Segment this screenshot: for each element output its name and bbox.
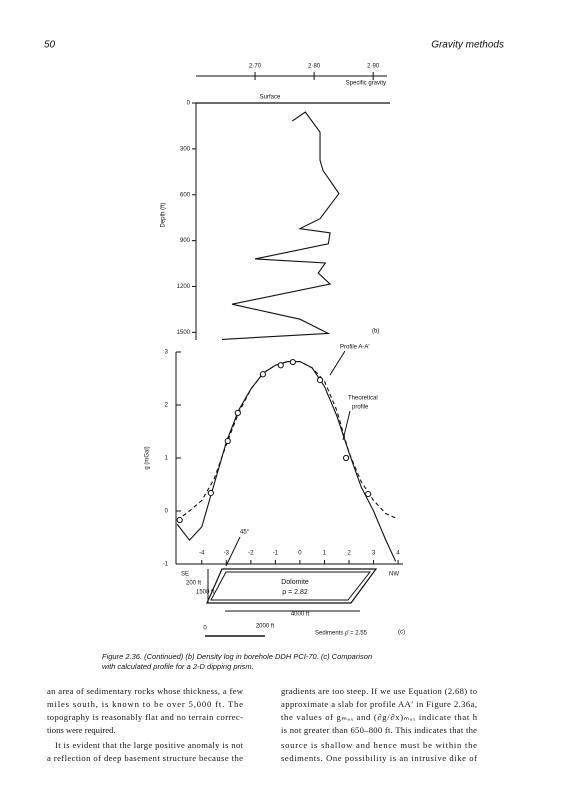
annotation: Sediments ρ̄ = 2.55 (315, 631, 368, 637)
observed-point (234, 409, 241, 417)
prism-inner (210, 571, 372, 601)
x-tick-label: 2·70 (249, 64, 262, 70)
observed-point (259, 371, 266, 378)
body-line: approximate a slab for profile AA′ in Fi… (281, 699, 477, 709)
running-title: Gravity methods (431, 40, 504, 51)
panel-label: (c) (398, 630, 405, 636)
x-tick-label: 2 (347, 551, 351, 557)
caption: with calculated profile for a 2-D dippin… (102, 662, 254, 671)
y-label: g (mGal) (145, 446, 151, 469)
surface-label: Surface (260, 95, 281, 101)
annotation: Dolomite (281, 579, 309, 586)
annotation: Profile A-A′ (340, 345, 370, 351)
arrow (225, 536, 241, 567)
annotation: NW (389, 572, 399, 578)
observed-point (342, 454, 350, 462)
y-tick-label: 0 (187, 101, 191, 107)
annotation: SE (181, 572, 189, 578)
y-label: Depth (ft) (161, 202, 167, 227)
annotation: 45° (240, 530, 250, 536)
y-tick-label: 900 (180, 238, 191, 244)
annotation: ρ = 2.82 (282, 589, 308, 596)
body-line: miles south, is known to be over 5,000 f… (47, 699, 243, 709)
x-tick-label: 1 (323, 551, 327, 557)
observed-point (277, 362, 284, 369)
annotation: 1500 ft (196, 590, 215, 596)
y-tick-label: 0 (165, 509, 169, 515)
annotation: 0 (203, 626, 207, 632)
observed-point (224, 437, 231, 445)
annotation: 200 ft (186, 581, 201, 587)
body-line: tions were required. (47, 725, 116, 735)
y-tick-label: 2 (165, 403, 169, 409)
observed-point (289, 358, 296, 366)
density-log (221, 111, 340, 340)
x-tick-label: 3 (372, 551, 376, 557)
page-number: 50 (44, 40, 56, 51)
x-tick-label: -4 (199, 551, 205, 557)
observed-point (365, 490, 372, 498)
y-tick-label: 1 (165, 456, 169, 462)
y-tick-label: 600 (180, 192, 191, 198)
x-tick-label: -1 (273, 551, 279, 557)
y-tick-label: 300 (180, 146, 191, 152)
x-label: Specific gravity (346, 81, 386, 87)
observed-point (176, 516, 183, 524)
x-tick-label: 2·80 (308, 64, 321, 70)
body-line: an area of sedimentary rocks whose thick… (47, 686, 244, 696)
body-line: topography is reasonably flat and no ter… (47, 712, 243, 722)
y-tick-label: 1500 (177, 330, 191, 336)
observed-point (207, 489, 214, 497)
theoretical-profile (176, 360, 399, 521)
panel-label: (b) (372, 329, 379, 335)
arrow (329, 350, 346, 376)
y-tick-label: 1200 (177, 284, 191, 290)
annotation: 2000 ft (256, 624, 275, 630)
body-line: is not greater than 650–800 ft. This ind… (281, 725, 477, 735)
y-tick-label: 3 (165, 350, 169, 356)
body-line: gradients are too steep. If we use Equat… (281, 686, 477, 696)
body-line: the values of gₘₐₓ and (∂g/∂x)ₘₐₓ indica… (281, 712, 478, 722)
x-tick-label: 4 (396, 551, 400, 557)
x-tick-label: -2 (248, 551, 254, 557)
body-line: It is evident that the large positive an… (55, 740, 244, 750)
body-line: sediments. One possibility is an intrusi… (281, 753, 477, 763)
body-line: a reflection of deep basement structure … (47, 753, 243, 763)
annotation: Theoretical (348, 396, 378, 402)
x-tick-label: -3 (224, 551, 230, 557)
y-tick-label: -1 (163, 562, 169, 568)
caption: Figure 2.36. (Continued) (b) Density log… (102, 652, 372, 661)
body-line: source is shallow and hence must be with… (281, 740, 477, 750)
prism (206, 568, 378, 604)
observed-profile (176, 360, 397, 562)
observed-point (316, 376, 324, 384)
annotation: profile (352, 405, 369, 411)
x-tick-label: 2·90 (367, 64, 380, 70)
annotation: 4000 ft (291, 612, 310, 618)
x-tick-label: 0 (298, 551, 302, 557)
